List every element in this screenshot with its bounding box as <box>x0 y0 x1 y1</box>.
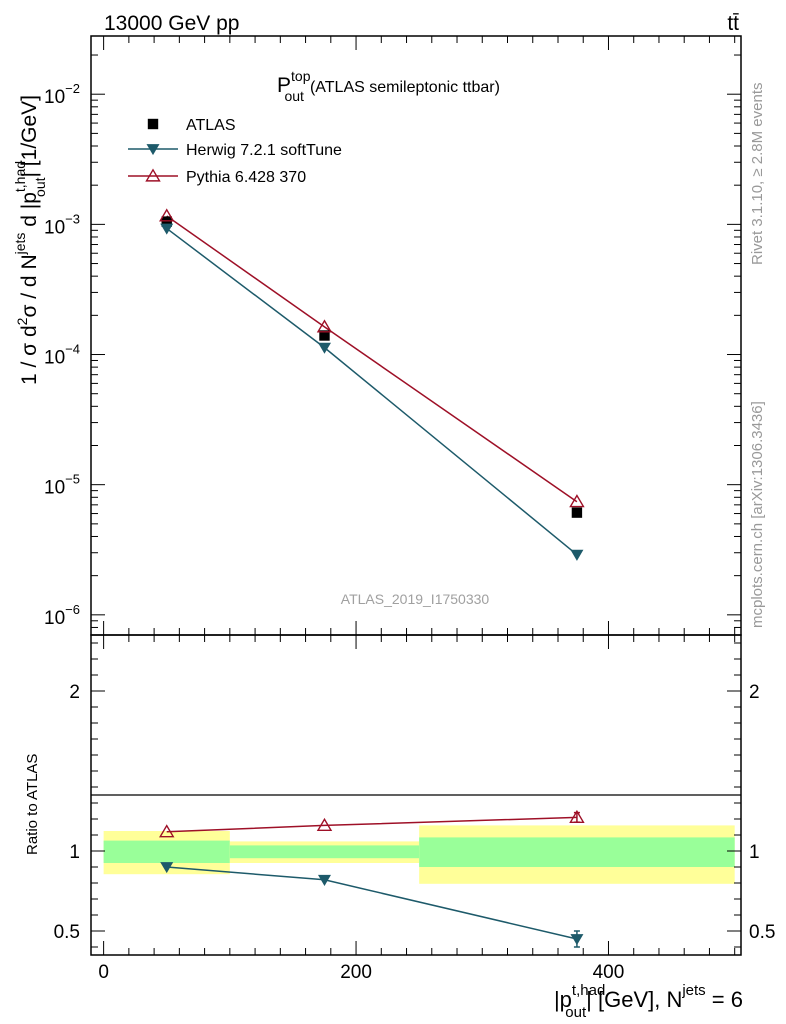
xlabel-part-f: = 6 <box>706 987 743 1012</box>
y-tick-label-exponent: −3 <box>65 211 80 226</box>
stat-uncertainty-band <box>103 840 230 863</box>
y-tick-label-base: 10 <box>44 87 65 108</box>
ratio-point-pythia <box>316 817 333 831</box>
mcplots-label: mcplots.cern.ch [arXiv:1306.3436] <box>749 401 766 628</box>
y-tick-label-main: 10−2 <box>44 81 80 108</box>
y-tick-label-ratio-right: 1 <box>749 842 760 863</box>
xlabel-part-b: t,had <box>572 982 605 999</box>
legend-label-pythia: Pythia 6.428 370 <box>186 169 306 186</box>
stat-uncertainty-band <box>419 837 735 867</box>
title-sub: out <box>284 88 304 104</box>
y-tick-label-base: 10 <box>44 608 65 629</box>
data-point-atlas <box>161 216 172 227</box>
x-tick-label: 0 <box>98 962 109 983</box>
y-tick-label-ratio: 0.5 <box>54 922 80 943</box>
y-tick-label-exponent: −5 <box>65 472 80 487</box>
analysis-watermark: ATLAS_2019_I1750330 <box>341 591 490 607</box>
legend-marker-atlas <box>147 118 159 130</box>
stat-uncertainty-band <box>229 845 420 859</box>
ratio-point-herwig <box>160 862 174 874</box>
data-point-herwig <box>160 223 174 235</box>
xlabel-part-e: jets <box>681 982 705 999</box>
series-line-herwig <box>166 227 578 556</box>
legend-square-marker <box>147 118 159 130</box>
legend-triangle-up-marker <box>145 168 161 182</box>
legend: ATLAS Herwig 7.2.1 softTune Pythia 6.428… <box>128 117 342 186</box>
title-rest: (ATLAS semileptonic ttbar) <box>310 79 500 96</box>
x-tick-label: 400 <box>593 962 625 983</box>
y-tick-label-main: 10−4 <box>44 342 80 369</box>
ylabel-part-h: | [1/GeV] <box>18 95 41 178</box>
data-point-atlas <box>319 330 330 341</box>
ylabel-part-g: out <box>32 177 48 197</box>
ylabel-part-a: 1 / σ d <box>18 325 41 385</box>
y-tick-label-ratio: 1 <box>69 842 80 863</box>
y-tick-label-main: 10−6 <box>44 602 80 629</box>
data-point-herwig <box>570 549 584 561</box>
xlabel-part-c: out <box>565 1004 587 1021</box>
main-series-group <box>159 208 585 561</box>
legend-entry-herwig: Herwig 7.2.1 softTune <box>128 142 342 159</box>
title-main: P <box>277 74 291 97</box>
y-tick-label-base: 10 <box>44 348 65 369</box>
energy-label: 13000 GeV pp <box>104 12 239 35</box>
ylabel-part-f: t,had <box>12 161 28 192</box>
main-y-axis-label: 1 / σ d2σ / d Njets d |pt,had out| [1/GeV… <box>12 95 48 385</box>
legend-entry-atlas: ATLAS <box>147 117 236 134</box>
ratio-point-pythia <box>569 809 585 823</box>
ylabel-part-c: σ / d N <box>18 254 41 317</box>
data-point-atlas <box>571 507 583 518</box>
xlabel-part-a: |p <box>554 987 572 1012</box>
ylabel-part-d: jets <box>12 233 28 256</box>
legend-label-herwig: Herwig 7.2.1 softTune <box>186 142 342 159</box>
rivet-label: Rivet 3.1.10, ≥ 2.8M events <box>749 83 766 266</box>
ratio-point-pythia <box>159 824 175 838</box>
y-tick-label-exponent: −2 <box>65 81 80 96</box>
legend-marker-pythia <box>145 168 161 182</box>
xlabel-part-d: | [GeV], N <box>586 987 682 1012</box>
y-tick-label-exponent: −4 <box>65 342 80 357</box>
ratio-line-pythia <box>166 816 577 833</box>
ratio-y-axis-label: Ratio to ATLAS <box>24 754 41 855</box>
data-point-herwig <box>317 342 331 354</box>
legend-marker-herwig <box>146 144 160 156</box>
series-line-pythia <box>166 215 578 503</box>
y-tick-label-ratio-right: 0.5 <box>749 922 775 943</box>
y-tick-label-ratio-right: 2 <box>749 682 760 703</box>
ratio-plot-frame <box>90 634 742 956</box>
y-tick-label-base: 10 <box>44 217 65 238</box>
x-axis-label: |pt,had out| [GeV], Njets = 6 <box>554 982 743 1021</box>
ylabel-part-b: 2 <box>14 317 30 325</box>
ylabel-part-e: d |p <box>18 192 41 232</box>
process-label: tt̄ <box>727 12 739 35</box>
x-tick-label: 200 <box>340 962 372 983</box>
legend-entry-pythia: Pythia 6.428 370 <box>128 168 306 186</box>
data-point-pythia <box>316 319 333 333</box>
data-point-pythia <box>159 208 175 222</box>
legend-label-atlas: ATLAS <box>186 117 236 134</box>
legend-triangle-down-marker <box>146 144 160 156</box>
ratio-point-herwig <box>317 874 331 886</box>
y-tick-label-base: 10 <box>44 478 65 499</box>
title-sup: top <box>291 68 311 84</box>
y-tick-label-ratio: 2 <box>69 682 80 703</box>
ratio-point-herwig <box>570 934 584 946</box>
y-tick-label-exponent: −6 <box>65 602 80 617</box>
y-tick-label-main: 10−3 <box>44 211 80 238</box>
main-plot-title: Ptop out (ATLAS semileptonic ttbar) <box>277 68 500 104</box>
ratio-series-group <box>159 809 585 948</box>
ratio-bands <box>103 825 735 884</box>
y-tick-label-main: 10−5 <box>44 472 80 499</box>
data-point-pythia <box>569 494 585 508</box>
